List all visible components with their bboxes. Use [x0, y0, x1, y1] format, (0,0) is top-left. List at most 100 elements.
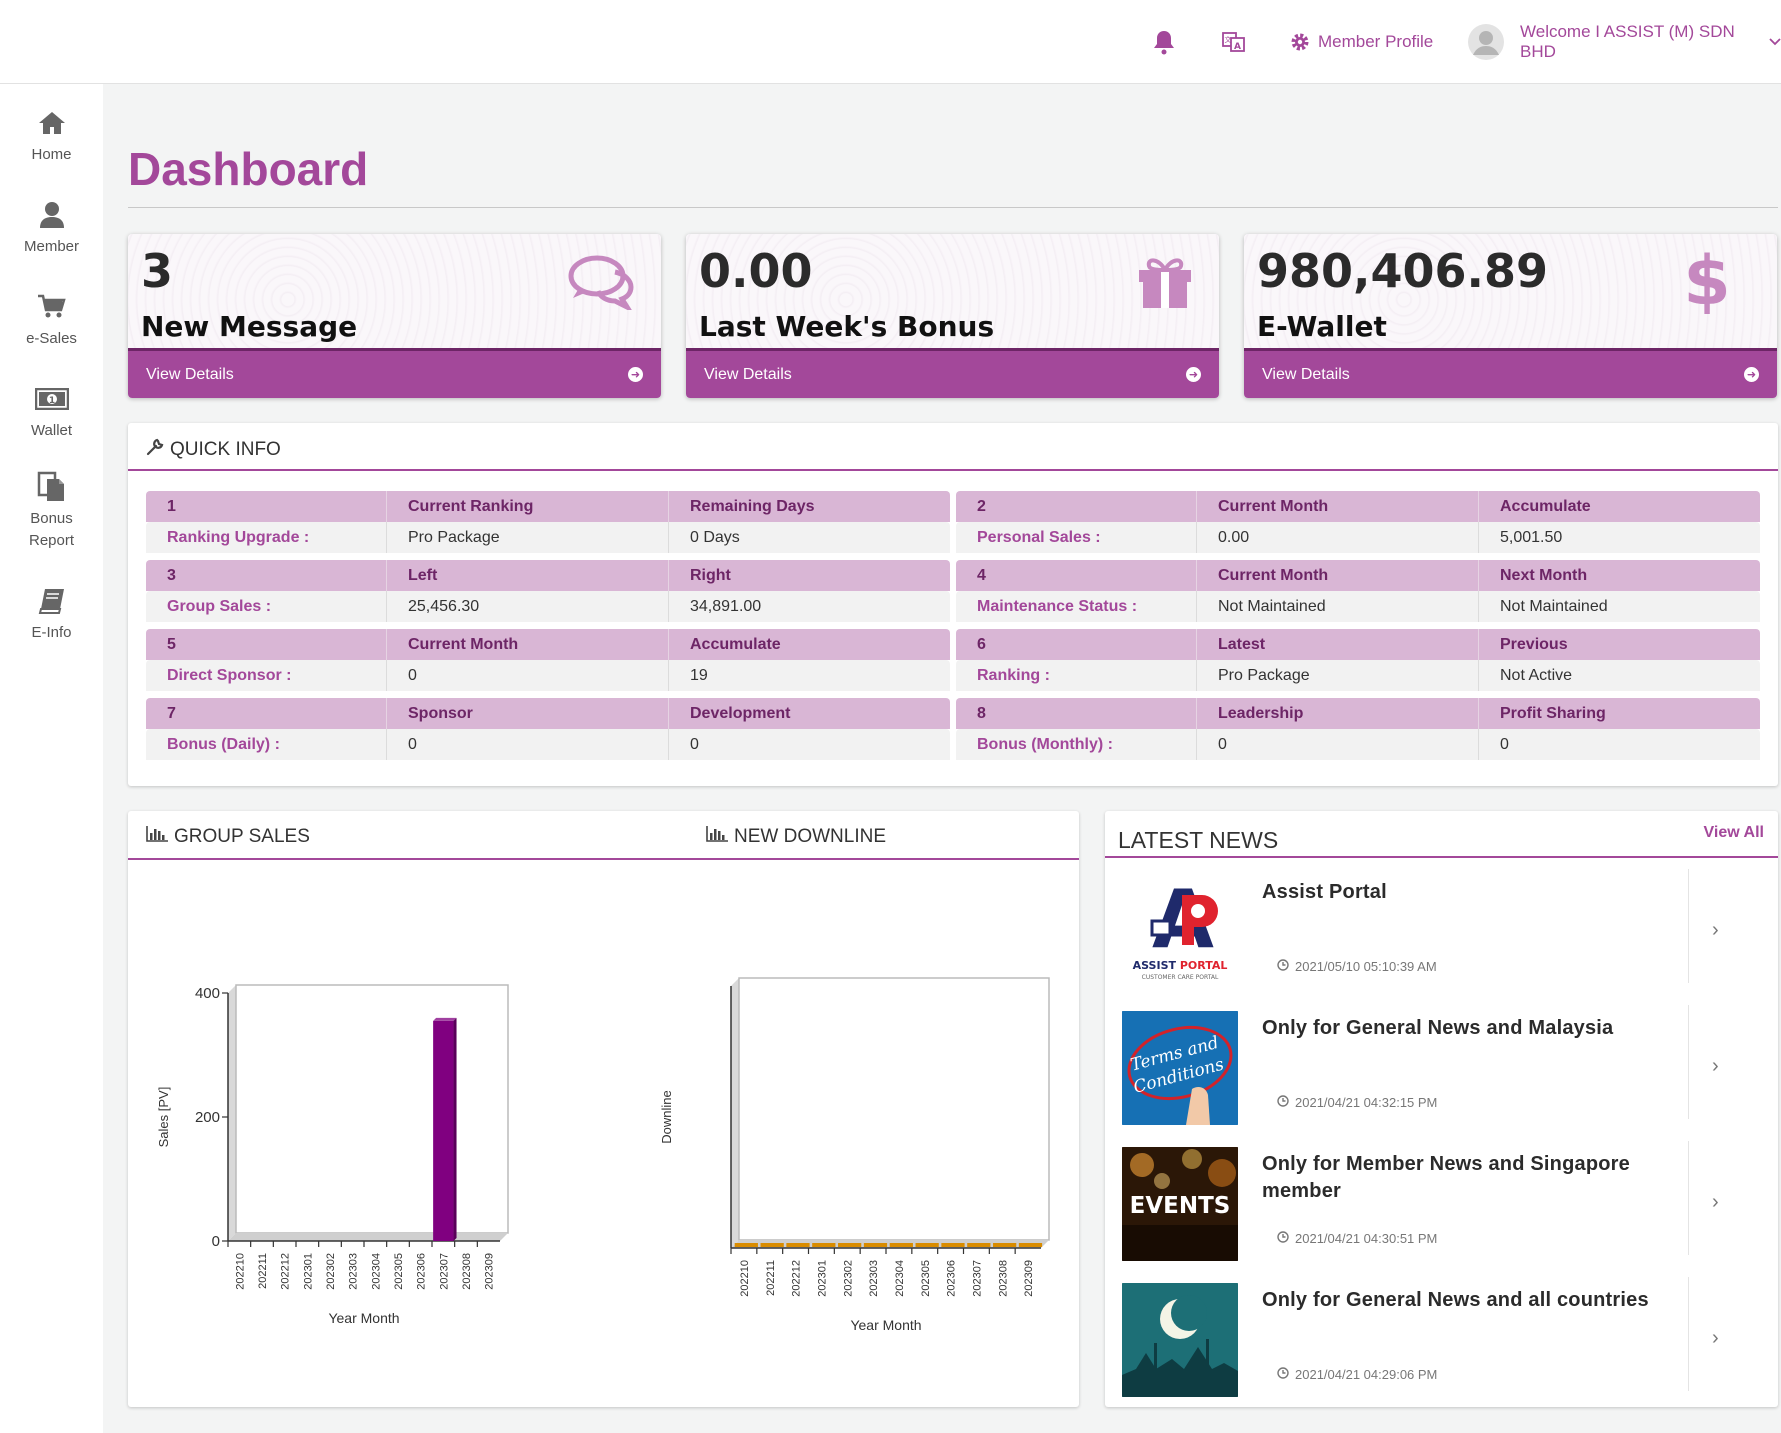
news-item[interactable]: EVENTS Only for Member News and Singapor…	[1122, 1141, 1722, 1267]
chat-icon	[567, 254, 637, 315]
arrow-right-icon: ➜	[1186, 367, 1201, 382]
bell-icon[interactable]	[1152, 0, 1176, 84]
svg-text:$: $	[1687, 246, 1727, 316]
quick-info-panel: QUICK INFO 1 Ranking Upgrade : Current Ran…	[128, 423, 1778, 786]
book-icon	[0, 584, 103, 618]
divider	[1688, 1005, 1689, 1119]
sidebar-item-label: Member	[23, 238, 79, 255]
svg-text:ASSIST PORTAL: ASSIST PORTAL	[1133, 959, 1228, 972]
quick-info-title: QUICK INFO	[170, 439, 281, 460]
quick-info-value: Not Maintained	[1478, 591, 1760, 622]
x-tick-label: 202210	[739, 1260, 751, 1297]
quick-info-value: Pro Package	[386, 522, 668, 553]
quick-info-value: 0	[386, 729, 668, 760]
chart-floor	[228, 1233, 508, 1241]
y-axis-label: Downline	[659, 1090, 674, 1143]
sidebar-item-label: e-Sales	[26, 330, 77, 347]
quick-info-value: 0	[668, 729, 950, 760]
news-item[interactable]: A ASSIST PORTAL CUSTOMER CARE PORTAL Ass…	[1122, 869, 1722, 995]
chevron-right-icon[interactable]: ›	[1712, 1191, 1719, 1213]
quick-info-block: 5 Direct Sponsor : Current Month 0 Accumulat…	[146, 629, 952, 692]
quick-info-header-cell: 1	[146, 491, 386, 522]
news-thumbnail: EVENTS	[1122, 1147, 1238, 1261]
chevron-right-icon[interactable]: ›	[1712, 1055, 1719, 1077]
quick-info-block: 8 Bonus (Monthly) : Leadership 0 Profit Shar…	[956, 698, 1762, 761]
x-tick-label: 202306	[946, 1260, 958, 1297]
svg-text:1: 1	[48, 396, 54, 406]
new-downline-title: NEW DOWNLINE	[734, 826, 886, 847]
news-item[interactable]: Terms and Conditions Only for General Ne…	[1122, 1005, 1722, 1131]
sidebar-item-wallet[interactable]: 1 Wallet	[0, 382, 103, 442]
view-details-label: View Details	[1262, 365, 1350, 383]
quick-info-value: 0	[386, 660, 668, 691]
quick-info-header-cell: 4	[956, 560, 1196, 591]
sidebar-item-einfo[interactable]: E-Info	[0, 584, 103, 644]
x-tick-label: 202309	[484, 1253, 496, 1290]
card-value: 0.00	[699, 244, 813, 298]
view-details-link[interactable]: View Details ➜	[128, 348, 661, 398]
group-sales-chart: 202210 202211 202212 202301 202302 202303 2023…	[156, 984, 509, 1326]
view-all-link[interactable]: View All	[1703, 824, 1764, 841]
latest-news-panel: LATEST NEWS View All A ASSIST PORTAL CUS…	[1105, 811, 1778, 1407]
quick-info-header-cell: 7	[146, 698, 386, 729]
x-tick-label: 202212	[791, 1260, 803, 1297]
news-thumbnail: Terms and Conditions	[1122, 1011, 1238, 1125]
latest-news-title: LATEST NEWS	[1118, 827, 1279, 853]
gift-icon	[1135, 254, 1195, 315]
quick-info-header-cell: Current Month	[386, 629, 668, 660]
bar	[812, 1243, 836, 1247]
dollar-icon: $	[1683, 242, 1730, 321]
news-date: 2021/04/21 04:29:06 PM	[1277, 1367, 1437, 1382]
news-date: 2021/04/21 04:32:15 PM	[1277, 1095, 1437, 1110]
quick-info-header-cell: 8	[956, 698, 1196, 729]
terms-image: Terms and Conditions	[1122, 1011, 1238, 1125]
quick-info-value: 19	[668, 660, 950, 691]
card-label: New Message	[141, 310, 358, 343]
view-details-link[interactable]: View Details ➜	[1244, 348, 1777, 398]
view-details-link[interactable]: View Details ➜	[686, 348, 1219, 398]
x-tick-label: 202302	[842, 1260, 854, 1297]
page-title: Dashboard	[128, 143, 369, 195]
sidebar-item-label: Report	[28, 532, 75, 549]
card-value: 980,406.89	[1257, 244, 1549, 298]
user-menu[interactable]: Welcome I ASSIST (M) SDN BHD	[1468, 0, 1781, 84]
chevron-right-icon[interactable]: ›	[1712, 919, 1719, 941]
quick-info-label: Direct Sponsor :	[146, 660, 386, 691]
quick-info-value: 0.00	[1196, 522, 1478, 553]
x-tick-label: 202211	[257, 1253, 269, 1289]
quick-info-value: 34,891.00	[668, 591, 950, 622]
y-tick-label: 400	[195, 985, 220, 1002]
y-tick-label: 200	[195, 1109, 220, 1126]
quick-info-label: Bonus (Daily) :	[146, 729, 386, 760]
quick-info-value: Not Maintained	[1196, 591, 1478, 622]
quick-info-header-cell: Accumulate	[1478, 491, 1760, 522]
sidebar-item-home[interactable]: Home	[0, 106, 103, 166]
x-tick-label: 202305	[920, 1260, 932, 1297]
member-profile-link[interactable]: Member Profile	[1290, 0, 1433, 84]
bar	[734, 1243, 758, 1247]
sidebar-item-esales[interactable]: e-Sales	[0, 290, 103, 350]
quick-info-header-cell: Left	[386, 560, 668, 591]
news-thumbnail	[1122, 1283, 1238, 1397]
arrow-right-icon: ➜	[1744, 367, 1759, 382]
sidebar: Home Member e-Sales 1 Wallet Bonus Repor…	[0, 84, 103, 1433]
divider	[128, 207, 1778, 208]
sidebar-item-member[interactable]: Member	[0, 198, 103, 258]
sidebar-item-bonus-report[interactable]: Bonus Report	[0, 470, 103, 552]
chart-side-wall	[731, 978, 739, 1248]
bar	[993, 1243, 1017, 1247]
quick-info-header-cell: Current Month	[1196, 491, 1478, 522]
svg-text:CUSTOMER CARE PORTAL: CUSTOMER CARE PORTAL	[1142, 974, 1219, 981]
quick-info-header-cell: Development	[668, 698, 950, 729]
new-downline-chart: 202210 202211 202212 202301 202302 202303 2023…	[659, 977, 1050, 1333]
news-item[interactable]: Only for General News and all countries …	[1122, 1277, 1722, 1403]
chevron-right-icon[interactable]: ›	[1712, 1327, 1719, 1349]
clock-icon	[1277, 1231, 1289, 1246]
view-details-label: View Details	[146, 365, 234, 383]
clock-icon	[1277, 1367, 1289, 1382]
quick-info-value: Not Active	[1478, 660, 1760, 691]
news-title: Assist Portal	[1262, 881, 1387, 903]
quick-info-header-cell: Sponsor	[386, 698, 668, 729]
chart-plot-area	[235, 984, 509, 1234]
